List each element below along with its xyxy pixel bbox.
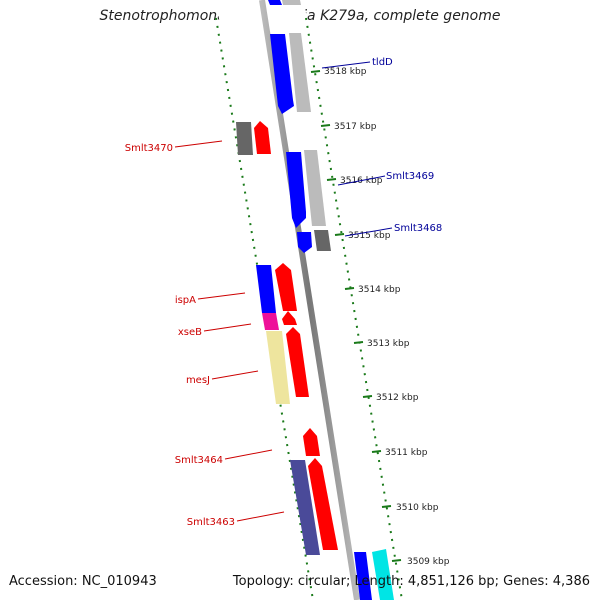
gene-bottom-blue[interactable] (354, 552, 372, 600)
gene-Smlt3469[interactable] (304, 150, 326, 226)
gene-Smlt3468[interactable] (314, 230, 331, 251)
tick-label-3509: 3509 kbp (407, 557, 450, 567)
reverse-strand-genes (236, 0, 372, 600)
gene-Smlt3470-dark[interactable] (236, 122, 253, 155)
tick-label-3510: 3510 kbp (396, 503, 439, 513)
gene-labels: tldD Smlt3469 Smlt3468 Smlt3470 ispA xse… (125, 57, 443, 528)
accession-text: Accession: NC_010943 (9, 574, 157, 589)
gene-Smlt3468-neighbor[interactable] (297, 232, 312, 253)
tick-label-3513: 3513 kbp (367, 339, 410, 349)
gene-label-Smlt3469[interactable]: Smlt3469 (386, 171, 434, 182)
tick-label-3514: 3514 kbp (358, 285, 401, 295)
tick-label-3518: 3518 kbp (324, 67, 367, 77)
gene-Smlt3463-neighbor[interactable] (290, 460, 320, 555)
gene-tldD-neighbor[interactable] (270, 34, 294, 114)
gene-Smlt3469-neighbor[interactable] (286, 152, 306, 228)
gene-xseB-neighbor[interactable] (262, 313, 279, 330)
leader-lines (174, 61, 393, 522)
gene-ispA[interactable] (275, 263, 297, 311)
gene-Smlt3464[interactable] (303, 428, 320, 456)
gene-label-Smlt3464[interactable]: Smlt3464 (175, 455, 223, 466)
tick-label-3515: 3515 kbp (348, 231, 391, 241)
gene-xseB[interactable] (282, 311, 297, 325)
gene-ispA-neighbor[interactable] (256, 265, 276, 313)
gene-top-blue[interactable] (268, 0, 282, 5)
gene-tldD[interactable] (289, 33, 311, 112)
gene-mesJ-neighbor[interactable] (266, 331, 290, 404)
gene-label-ispA[interactable]: ispA (175, 295, 196, 306)
genome-summary-text: Topology: circular; Length: 4,851,126 bp… (232, 574, 590, 589)
scale-ticks (310, 70, 402, 562)
gene-bottom-cyan[interactable] (372, 549, 394, 600)
forward-strand-genes (254, 0, 394, 600)
gene-label-mesJ[interactable]: mesJ (186, 375, 210, 386)
gene-label-tldD[interactable]: tldD (372, 57, 393, 68)
gene-label-xseB[interactable]: xseB (178, 327, 202, 338)
tick-label-3512: 3512 kbp (376, 393, 419, 403)
gene-top-gray[interactable] (282, 0, 301, 5)
gene-label-Smlt3468[interactable]: Smlt3468 (394, 223, 442, 234)
gene-label-Smlt3463[interactable]: Smlt3463 (187, 517, 235, 528)
gene-label-Smlt3470[interactable]: Smlt3470 (125, 143, 173, 154)
gene-Smlt3470[interactable] (254, 121, 271, 154)
gene-mesJ[interactable] (286, 327, 309, 397)
tick-label-3511: 3511 kbp (385, 448, 428, 458)
tick-label-3517: 3517 kbp (334, 122, 377, 132)
gene-Smlt3463-forward[interactable] (308, 458, 338, 550)
